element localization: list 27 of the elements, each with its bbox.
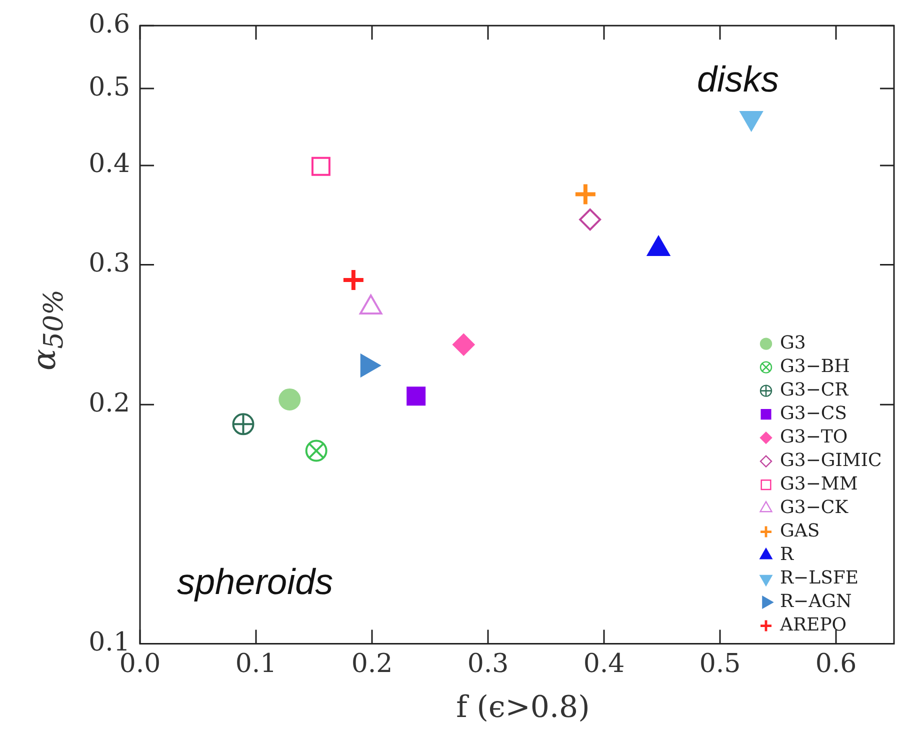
x-tick-label: 0.4 bbox=[583, 649, 625, 680]
legend-label: G3−CR bbox=[780, 379, 849, 400]
legend-label: G3 bbox=[780, 332, 806, 354]
legend-label: G3−CS bbox=[780, 402, 848, 424]
y-tick-label: 0.3 bbox=[88, 248, 130, 278]
x-tick-label: 0.2 bbox=[351, 649, 393, 680]
legend-label: G3−MM bbox=[780, 473, 858, 494]
y-tick-label: 0.4 bbox=[88, 149, 130, 180]
y-tick-label: 0.2 bbox=[88, 388, 130, 418]
y-tick-label: 0.6 bbox=[88, 9, 130, 40]
x-tick-label: 0.6 bbox=[815, 649, 857, 680]
x-axis-title: f (ϵ>0.8) bbox=[455, 690, 591, 725]
legend-label: G3−BH bbox=[780, 356, 850, 377]
legend-label: R bbox=[780, 544, 794, 565]
x-tick-label: 0.3 bbox=[467, 649, 509, 680]
legend-label: GAS bbox=[780, 520, 820, 542]
x-tick-label: 0.5 bbox=[699, 649, 741, 680]
y-tick-label: 0.5 bbox=[88, 72, 130, 102]
legend-label: AREPO bbox=[779, 614, 847, 636]
annotation: spheroids bbox=[177, 560, 334, 602]
legend-label: R−AGN bbox=[780, 590, 852, 612]
legend-label: G3−CK bbox=[780, 496, 849, 518]
legend-label: G3−GIMIC bbox=[780, 450, 882, 471]
legend-label: G3−TO bbox=[780, 426, 848, 448]
x-tick-label: 0.1 bbox=[235, 649, 277, 680]
legend-label: R−LSFE bbox=[780, 567, 859, 588]
annotation: disks bbox=[696, 58, 779, 100]
